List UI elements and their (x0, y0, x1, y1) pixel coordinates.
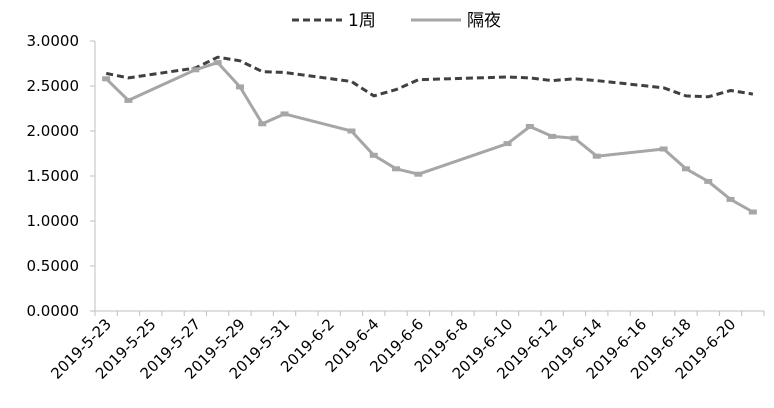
y-axis: 0.0000 0.5000 1.0000 1.5000 2.0000 2.5000 3.00… (27, 32, 96, 320)
series-point-1 (570, 135, 579, 141)
series-point-1 (102, 76, 111, 82)
y-tick-label: 2.0000 (27, 122, 80, 140)
y-tick-label: 0.5000 (27, 257, 80, 275)
y-tick-label: 3.0000 (27, 32, 80, 50)
series-point-1 (726, 196, 735, 202)
series-point-1 (280, 111, 289, 117)
y-tick-label: 1.0000 (27, 212, 80, 230)
series-point-1 (659, 146, 668, 152)
series-point-1 (235, 84, 244, 90)
series-point-1 (503, 141, 512, 147)
y-tick-label: 0.0000 (27, 302, 80, 320)
series-point-1 (414, 171, 423, 177)
series-point-1 (704, 178, 713, 184)
series-point-1 (525, 124, 534, 129)
series-line-0 (105, 55, 754, 99)
legend: 1周 隔夜 (292, 11, 501, 31)
series-line-1 (105, 61, 754, 214)
series-point-1 (124, 97, 133, 103)
legend-label-1: 隔夜 (467, 11, 501, 31)
series-point-1 (369, 152, 378, 158)
series-point-1 (548, 133, 557, 139)
y-tick-label: 1.5000 (27, 167, 80, 185)
series-point-1 (748, 209, 757, 215)
series-point-1 (213, 60, 222, 66)
series-point-1 (681, 166, 690, 172)
series-point-1 (347, 128, 356, 134)
series-point-1 (258, 121, 267, 127)
legend-label-0: 1周 (348, 11, 376, 31)
x-axis: 2019-5-232019-5-252019-5-272019-5-292019… (47, 310, 765, 383)
series-layer (102, 55, 757, 215)
series-point-1 (191, 67, 200, 73)
series-point-1 (392, 166, 401, 172)
series-point-1 (592, 153, 601, 159)
y-tick-label: 2.5000 (27, 77, 80, 95)
